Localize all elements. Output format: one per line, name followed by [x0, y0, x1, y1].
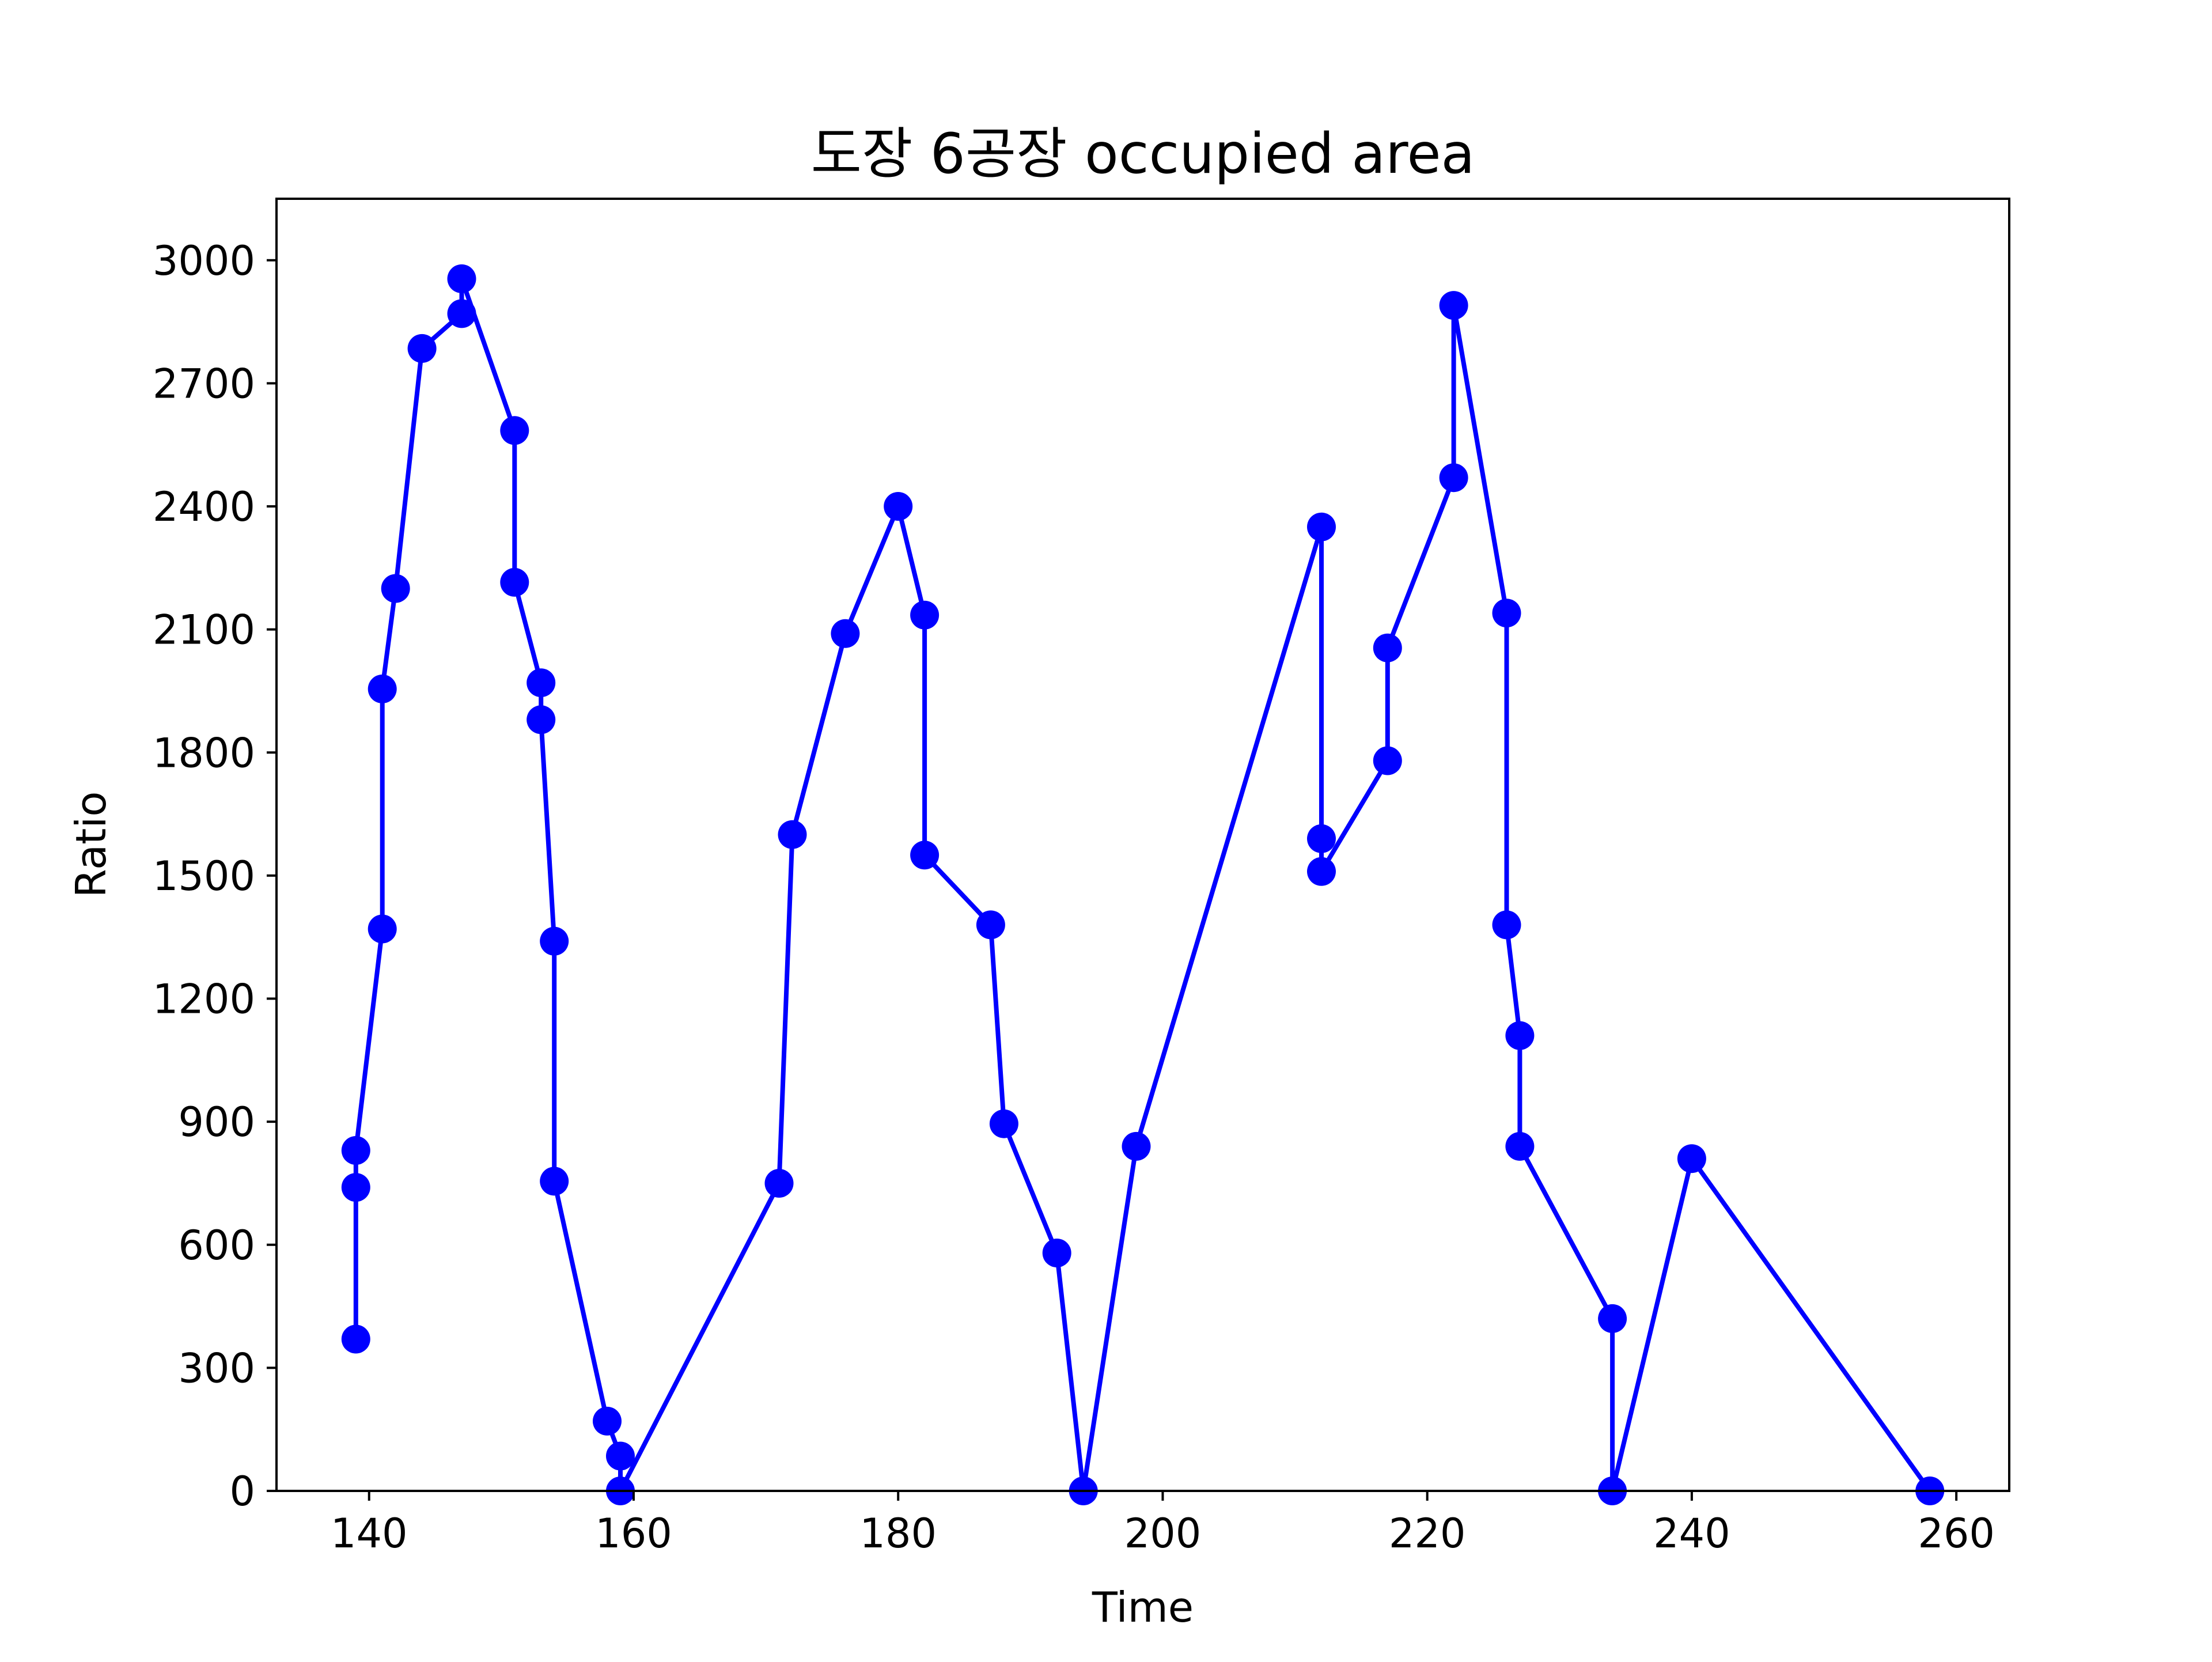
y-tick-label: 2100	[153, 607, 255, 654]
data-point	[1677, 1144, 1706, 1173]
y-tick-label: 1200	[153, 976, 255, 1023]
data-point	[910, 600, 940, 630]
data-point	[368, 914, 397, 944]
data-point	[884, 492, 913, 521]
data-point	[1042, 1239, 1071, 1267]
x-tick-label: 200	[1124, 1510, 1202, 1557]
plot-area	[341, 264, 1945, 1505]
data-point	[540, 1167, 569, 1196]
data-point	[341, 1173, 370, 1202]
data-point	[500, 416, 529, 445]
data-point	[1505, 1131, 1535, 1161]
plot-frame	[275, 198, 2010, 1492]
data-point	[540, 926, 569, 956]
x-tick-label: 180	[859, 1510, 937, 1557]
y-tick-label: 300	[178, 1345, 255, 1392]
data-point	[910, 841, 940, 870]
data-point	[778, 820, 807, 849]
data-point	[368, 674, 397, 703]
y-tick-label: 1500	[153, 853, 255, 900]
data-point	[527, 668, 556, 698]
data-point	[1373, 633, 1402, 662]
x-tick-label: 140	[331, 1510, 408, 1557]
y-axis-label: Ratio	[67, 792, 115, 898]
data-point	[764, 1169, 794, 1198]
y-tick-label: 900	[178, 1099, 255, 1146]
x-tick-label: 260	[1918, 1510, 1995, 1557]
y-tick-label: 2400	[153, 483, 255, 531]
data-point	[1492, 599, 1521, 628]
x-axis: 140 160 180 200 220 240 260	[331, 1491, 1995, 1557]
data-point	[1122, 1131, 1151, 1161]
y-tick-label: 2700	[153, 360, 255, 407]
y-axis: 0 300 600 900 1200 1500 1800 2100 2400 2700 3000	[153, 237, 276, 1515]
y-tick-label: 0	[229, 1468, 255, 1515]
y-tick-label: 3000	[153, 237, 255, 285]
data-point	[407, 334, 437, 363]
data-point	[447, 264, 476, 293]
data-point	[989, 1109, 1018, 1138]
data-point	[1439, 463, 1468, 493]
x-tick-label: 220	[1389, 1510, 1466, 1557]
data-point	[1598, 1304, 1627, 1333]
data-point	[593, 1406, 622, 1436]
data-point	[1307, 824, 1336, 853]
data-point	[831, 619, 860, 648]
x-tick-label: 160	[595, 1510, 672, 1557]
data-point	[976, 910, 1005, 940]
data-point	[527, 705, 556, 735]
data-point	[1373, 746, 1402, 775]
data-point	[606, 1441, 635, 1471]
x-axis-label: Time	[1092, 1583, 1194, 1631]
data-point	[1439, 291, 1468, 320]
x-tick-label: 240	[1653, 1510, 1730, 1557]
data-point	[341, 1136, 370, 1165]
data-point	[447, 299, 476, 328]
data-point	[341, 1324, 370, 1354]
data-point	[1505, 1021, 1535, 1050]
data-point	[381, 574, 410, 603]
data-point	[500, 567, 529, 597]
data-point	[1492, 910, 1521, 940]
data-point	[1307, 512, 1336, 542]
data-point	[1307, 857, 1336, 886]
y-tick-label: 600	[178, 1222, 255, 1269]
y-tick-label: 1800	[153, 729, 255, 777]
chart-title: 도장 6공장 occupied area	[811, 122, 1475, 186]
